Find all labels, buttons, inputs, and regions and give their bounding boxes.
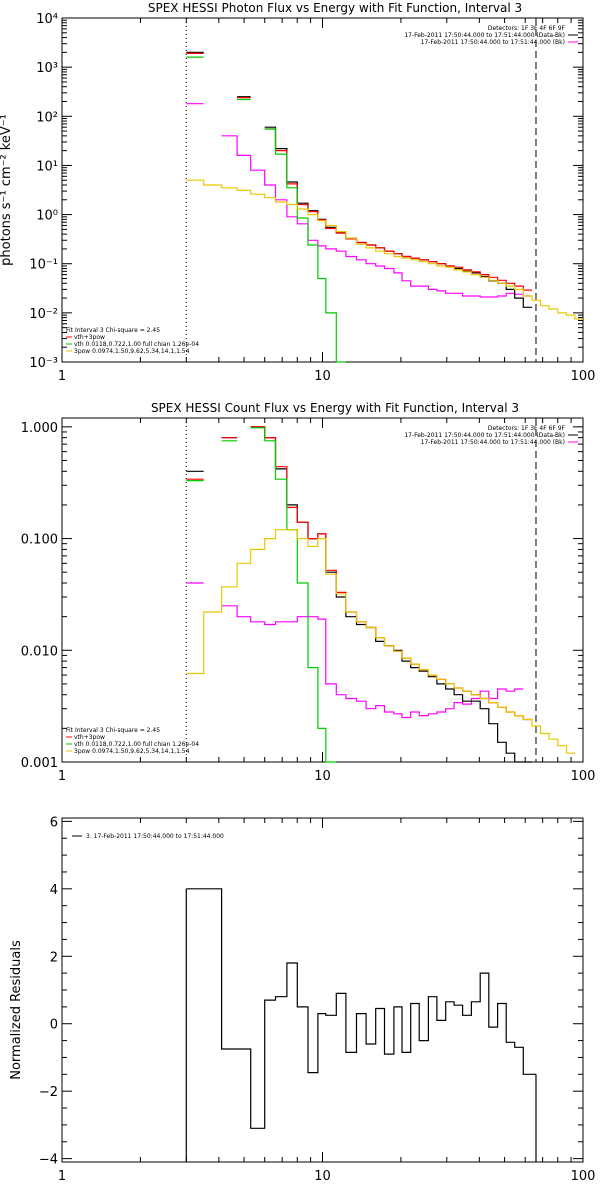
data-series-line [186, 888, 536, 1129]
vth-series-line [186, 56, 346, 363]
y-tick-label: 0.010 [21, 644, 58, 659]
y-tick-label: 10⁴ [36, 12, 58, 27]
y-tick-label: 1.000 [21, 421, 58, 436]
y-tick-label: 10³ [36, 61, 58, 76]
y-tick-label: −2 [39, 1085, 58, 1100]
y-tick-label: 10⁰ [36, 209, 58, 224]
x-tick-label: 10 [314, 1169, 331, 1184]
y-tick-label: 2 [50, 950, 58, 965]
count-flux-plot: 1 10 100 0.001 0.010 0.100 1.000 Detectors: 1F … [21, 417, 596, 784]
fit-legend-entry: 3pow 0.0974,1.50,9.62,5.34,14.1,1.54 [74, 348, 190, 355]
legend-entry: Detectors: 1F 3F 4F 6F 9F [488, 25, 566, 32]
powerlaw-series-line [186, 179, 583, 320]
y-tick-label: 0.001 [21, 756, 58, 771]
x-tick-label: 10 [314, 769, 331, 784]
x-tick-label: 1 [58, 769, 66, 784]
y-tick-label: 10⁻² [29, 307, 58, 322]
y-tick-label: 0.100 [21, 533, 58, 548]
photon-flux-ylabel: photons s⁻¹ cm⁻² keV⁻¹ [0, 114, 14, 266]
legend-entry: 17-Feb-2011 17:50:44.000 to 17:51:44.000… [404, 32, 565, 39]
fit-legend-entry: vth+3pow [74, 334, 105, 341]
x-tick-label: 1 [58, 1169, 66, 1184]
y-tick-label: 10⁻¹ [29, 258, 58, 273]
photon-flux-panel: SPEX HESSI Photon Flux vs Energy with Fi… [0, 1, 595, 384]
y-tick-label: 10⁻³ [29, 356, 58, 371]
powerlaw-series-line [186, 529, 575, 754]
photon-flux-title: SPEX HESSI Photon Flux vs Energy with Fi… [148, 1, 522, 15]
photon-flux-plot: 1 10 100 10⁻³ 10⁻² 10⁻¹ 10⁰ 10¹ 10² 10³ 10⁴ Detecto… [29, 12, 595, 384]
y-tick-label: −4 [39, 1153, 58, 1168]
count-flux-panel: SPEX HESSI Count Flux vs Energy with Fit… [21, 401, 596, 784]
fit-legend-entry: vth 0.0118,0.722,1.00 full chian 1.26e-0… [74, 341, 199, 348]
x-tick-label: 100 [571, 769, 596, 784]
x-tick-label: 1 [58, 369, 66, 384]
legend-entry: 17-Feb-2011 17:50:44.000 to 17:51:44.000… [421, 39, 565, 46]
x-tick-label: 100 [571, 1169, 596, 1184]
y-tick-label: 4 [50, 883, 58, 898]
fit-legend-entry: 3pow 0.0974,1.50,9.62,5.34,14.1,1.54 [74, 748, 190, 755]
fit-legend-entry: Fit Interval 3 Chi-square = 2.45 [66, 727, 160, 734]
legend-entry: 17-Feb-2011 17:50:44.000 to 17:51:44.000… [421, 439, 565, 446]
residuals-plot: 1 10 100 −4 −2 0 2 4 6 3. 17-Feb-2011 17:50:44.00… [39, 815, 596, 1184]
fit-legend-entry: vth+3pow [74, 734, 105, 741]
legend-entry: 3. 17-Feb-2011 17:50:44.000 to 17:51:44.… [86, 833, 224, 840]
legend-entry: 17-Feb-2011 17:50:44.000 to 17:51:44.000… [404, 432, 565, 439]
fit-legend-entry: vth 0.0118,0.722,1.00 full chian 1.26e-0… [74, 741, 199, 748]
y-tick-label: 10² [36, 110, 58, 125]
x-tick-label: 10 [314, 369, 331, 384]
legend-entry: Detectors: 1F 3F 4F 6F 9F [488, 425, 566, 432]
y-tick-label: 10¹ [36, 159, 58, 174]
residuals-ylabel: Normalized Residuals [9, 940, 24, 1080]
y-tick-label: 6 [50, 815, 58, 830]
fit-legend-entry: Fit Interval 3 Chi-square = 2.45 [66, 327, 160, 334]
y-tick-label: 0 [50, 1018, 58, 1033]
count-flux-title: SPEX HESSI Count Flux vs Energy with Fit… [151, 401, 519, 415]
background-series-line [186, 103, 532, 298]
residuals-panel: Normalized Residuals 1 10 100 −4 −2 0 2 4 6 3. 17… [9, 815, 595, 1184]
vth-series-line [186, 427, 337, 763]
x-tick-label: 100 [571, 369, 596, 384]
